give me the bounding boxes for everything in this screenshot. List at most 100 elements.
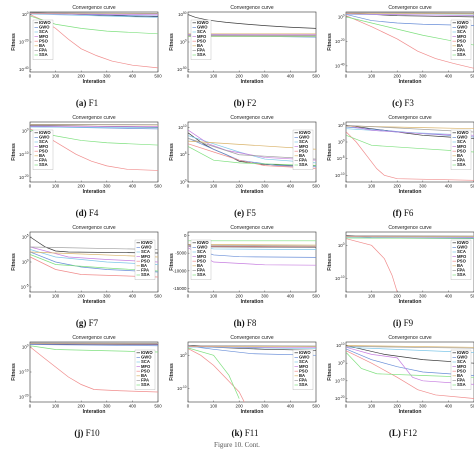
y-tick-label: 100 — [180, 179, 187, 185]
panel-function: F11 — [242, 428, 259, 438]
y-tick-label: 10-5 — [337, 155, 345, 161]
legend-label: FPA — [141, 268, 149, 273]
y-tick-label: 100 — [180, 352, 187, 358]
panel-caption: (f) F6 — [324, 208, 474, 218]
series-line-fpa — [188, 344, 316, 347]
x-tick-label: 500 — [470, 184, 474, 189]
legend-label: IGWO — [141, 350, 153, 355]
legend-label: PSO — [197, 38, 207, 43]
legend-label: FPA — [141, 378, 149, 383]
legend-label: SCA — [141, 249, 150, 254]
y-axis-label: Fitness — [169, 253, 175, 271]
x-tick-label: 400 — [129, 184, 137, 189]
legend-label: IGWO — [197, 240, 209, 245]
x-tick-label: 200 — [78, 294, 86, 299]
panel-letter: (h) — [233, 318, 245, 328]
panel-letter: (a) — [75, 98, 87, 108]
series-line-gwo — [346, 348, 474, 376]
series-line-fpa — [30, 12, 158, 14]
legend-box — [190, 239, 212, 280]
series-group — [346, 345, 474, 399]
legend-label: MFO — [141, 254, 151, 259]
y-tick-label: -10000 — [173, 268, 187, 273]
series-line-ssa — [188, 347, 240, 399]
legend-label: SSA — [457, 272, 466, 277]
legend-box — [134, 239, 156, 280]
x-axis-label: Interation — [241, 409, 264, 415]
x-tick-label: 300 — [103, 294, 111, 299]
legend-label: MFO — [299, 144, 309, 149]
y-tick-label: 100 — [22, 128, 29, 134]
legend-label: GWO — [457, 135, 468, 140]
legend-box — [190, 19, 212, 60]
x-tick-label: 100 — [210, 404, 218, 409]
x-axis-label: Interation — [399, 189, 422, 195]
x-axis-label: Interation — [241, 189, 264, 195]
legend-label: GWO — [141, 245, 152, 250]
x-tick-label: 300 — [419, 404, 427, 409]
x-axis-label: Interation — [83, 299, 106, 305]
x-tick-label: 200 — [236, 184, 244, 189]
panel-letter: (c) — [392, 98, 403, 108]
x-tick-label: 200 — [78, 74, 86, 79]
chart-f8: Convergence curve 0 100 200 300 400 500 0 -5000 -… — [169, 225, 320, 305]
x-tick-label: 500 — [470, 294, 474, 299]
x-tick-label: 100 — [52, 184, 60, 189]
legend-label: BA — [39, 153, 45, 158]
legend-label: GWO — [457, 245, 468, 250]
x-tick-label: 100 — [368, 404, 376, 409]
x-tick-label: 400 — [287, 294, 295, 299]
y-tick-label: 105 — [338, 122, 345, 128]
legend-label: SCA — [457, 249, 466, 254]
legend-label: SSA — [141, 272, 150, 277]
legend-label: BA — [457, 373, 463, 378]
y-tick-label: 10-10 — [177, 385, 187, 391]
legend-label: PSO — [457, 38, 467, 43]
legend-label: FPA — [457, 268, 465, 273]
x-tick-label: 0 — [345, 404, 348, 409]
legend-label: PSO — [457, 258, 467, 263]
panel-letter: (g) — [75, 318, 87, 328]
series-group — [188, 129, 316, 169]
y-tick-label: 100 — [338, 13, 345, 19]
legend-label: FPA — [39, 48, 47, 53]
y-tick-label: 10-20 — [335, 395, 345, 401]
x-axis-label: Interation — [83, 79, 106, 85]
chart-f12: Convergence curve 0 100 200 300 400 500 1010 100… — [327, 335, 474, 415]
x-tick-label: 0 — [345, 294, 348, 299]
chart-title: Convergence curve — [230, 335, 274, 341]
x-tick-label: 200 — [78, 184, 86, 189]
panel-f12: Convergence curve 0 100 200 300 400 500 1010 100… — [324, 332, 474, 440]
legend-label: IGWO — [141, 240, 153, 245]
panel-letter: (i) — [392, 318, 402, 328]
y-tick-label: 10-5 — [21, 284, 29, 290]
panel-caption: (g) F7 — [8, 318, 166, 328]
y-tick-label: 105 — [180, 151, 187, 157]
y-axis-label: Fitness — [327, 33, 333, 51]
y-tick-label: 10-10 — [335, 377, 345, 383]
series-line-pso — [188, 348, 245, 402]
series-line-fpa — [346, 346, 474, 349]
legend-label: PSO — [457, 368, 467, 373]
x-axis-label: Interation — [83, 409, 106, 415]
series-group — [346, 234, 474, 292]
x-tick-label: 100 — [368, 294, 376, 299]
legend-label: SSA — [39, 162, 48, 167]
legend-box — [292, 349, 314, 390]
series-line-pso — [346, 238, 398, 292]
panel-caption: (i) F9 — [324, 318, 474, 328]
y-tick-label: 1050 — [178, 11, 187, 17]
x-tick-label: 500 — [154, 404, 162, 409]
legend-label: GWO — [457, 355, 468, 360]
y-tick-label: 100 — [22, 344, 29, 350]
y-tick-label: 10-10 — [335, 275, 345, 281]
legend-label: MFO — [457, 254, 467, 259]
panel-function: F1 — [86, 98, 99, 108]
chart-f10: Convergence curve 0 100 200 300 400 500 100 10-1… — [11, 335, 162, 415]
legend-label: IGWO — [39, 130, 51, 135]
x-tick-label: 300 — [261, 294, 269, 299]
series-line-pso — [188, 143, 316, 169]
series-line-mfo — [346, 13, 474, 17]
